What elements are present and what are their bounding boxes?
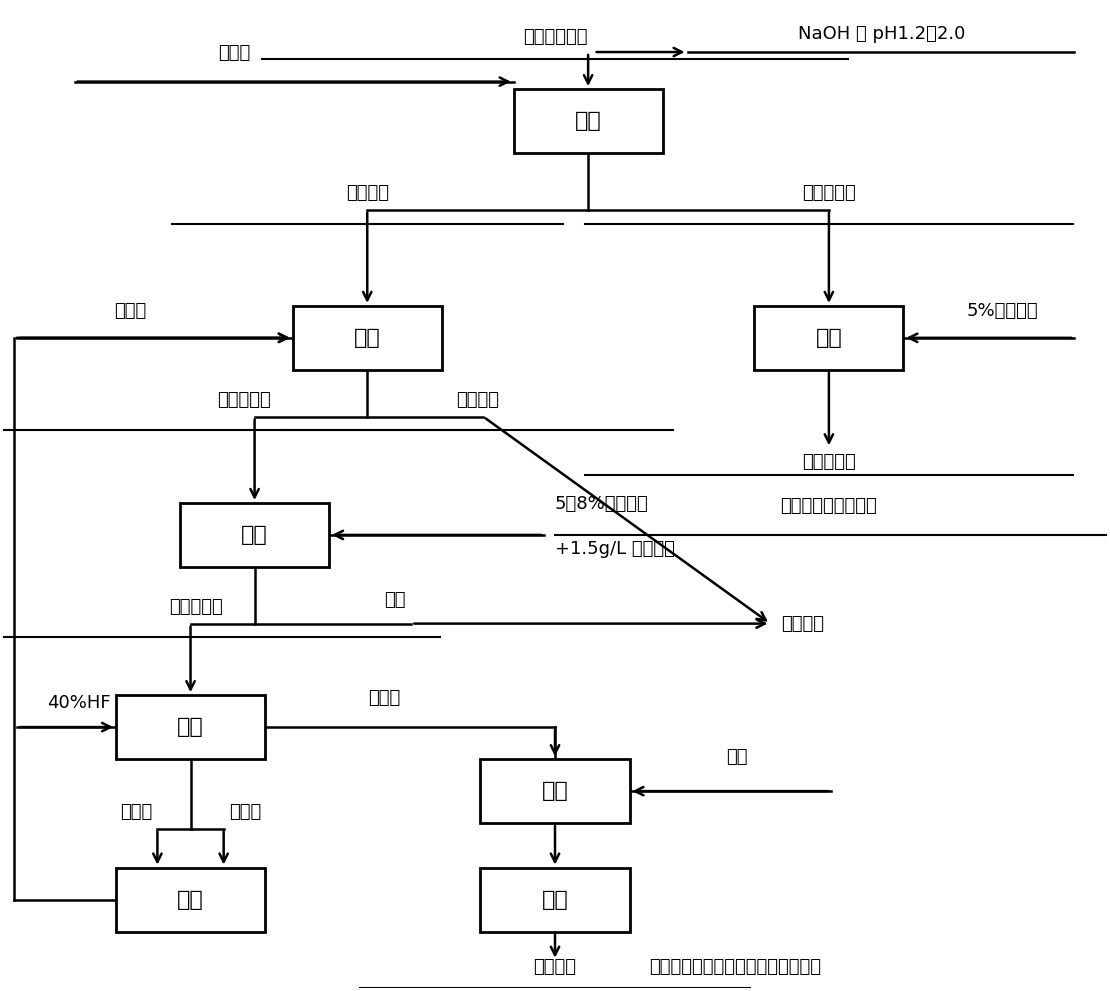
Text: 萃铍后液: 萃铍后液 [456, 390, 500, 408]
Text: 载铁有机相: 载铁有机相 [803, 184, 856, 202]
Text: 载铍有机相: 载铍有机相 [216, 390, 271, 408]
Bar [115, 695, 265, 759]
Text: 洗涤: 洗涤 [241, 525, 268, 545]
Bar [115, 867, 265, 932]
Text: 硫酸铁溶液: 硫酸铁溶液 [803, 453, 856, 471]
Text: 40%HF: 40%HF [47, 695, 111, 713]
Text: NaOH 调 pH1.2～2.0: NaOH 调 pH1.2～2.0 [798, 26, 966, 44]
Text: （经高温分解、镁还原生产金属铍）: （经高温分解、镁还原生产金属铍） [649, 957, 821, 975]
Text: 再生: 再生 [178, 890, 204, 910]
Text: 萃铁: 萃铁 [575, 111, 602, 131]
Text: 盐析: 盐析 [542, 781, 568, 801]
Bar [481, 759, 629, 824]
Text: 离心: 离心 [542, 890, 568, 910]
Text: 液氨: 液氨 [726, 748, 748, 766]
Text: （生产聚合硫酸铁）: （生产聚合硫酸铁） [780, 497, 877, 515]
Bar [293, 306, 442, 370]
Text: 洗后有机相: 洗后有机相 [169, 598, 223, 615]
Text: 氟铍化铵: 氟铍化铵 [534, 957, 576, 975]
Text: 洗水: 洗水 [384, 591, 406, 608]
Text: 氟铍酸: 氟铍酸 [367, 690, 400, 708]
Text: 稀硫酸: 稀硫酸 [229, 803, 262, 821]
Text: 5～8%草酸溶液: 5～8%草酸溶液 [555, 496, 648, 513]
Text: 反萃: 反萃 [178, 717, 204, 737]
Text: 含硫酸铍溶液: 含硫酸铍溶液 [523, 29, 587, 47]
Bar [481, 867, 629, 932]
Text: 有机相: 有机相 [120, 803, 152, 821]
Text: 萃铍剂: 萃铍剂 [113, 302, 145, 320]
Bar [514, 89, 663, 153]
Text: +1.5g/L 亚硫酸钠: +1.5g/L 亚硫酸钠 [555, 540, 675, 558]
Text: 反萃: 反萃 [816, 328, 842, 348]
Bar [180, 502, 330, 567]
Text: 废水处理: 废水处理 [781, 614, 825, 632]
Text: 5%稀硫酸液: 5%稀硫酸液 [967, 302, 1038, 320]
Text: 萃铁后液: 萃铁后液 [345, 184, 388, 202]
Text: 萃铁剂: 萃铁剂 [219, 44, 251, 61]
Bar [755, 306, 904, 370]
Text: 萃铍: 萃铍 [354, 328, 381, 348]
